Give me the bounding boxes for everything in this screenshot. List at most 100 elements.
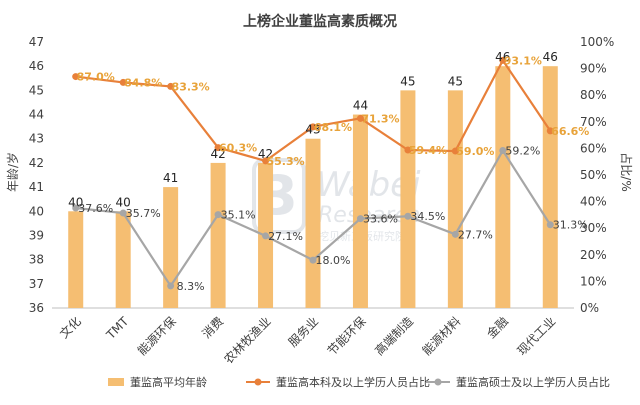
left-tick-label: 46 [29, 59, 44, 73]
bachelor-value-label: 59.0% [456, 145, 494, 158]
bar [163, 187, 179, 308]
bar [68, 211, 84, 308]
right-tick-label: 50% [580, 168, 607, 182]
master-value-label: 33.6% [363, 213, 398, 226]
bar [352, 114, 368, 308]
bar-value-label: 44 [353, 99, 368, 113]
category-label: 现代工业 [515, 314, 559, 358]
bachelor-value-label: 83.3% [172, 80, 210, 93]
bachelor-value-label: 60.3% [219, 142, 257, 155]
right-tick-label: 20% [580, 248, 607, 262]
right-axis-label: 占比/% [619, 152, 634, 191]
bachelor-degree-point [167, 82, 175, 90]
master-value-label: 27.7% [458, 228, 493, 241]
master-degree-point [546, 221, 554, 229]
left-tick-label: 39 [29, 228, 44, 242]
master-degree-point [499, 147, 507, 155]
bachelor-value-label: 87.0% [77, 71, 115, 84]
left-tick-label: 43 [29, 132, 44, 146]
master-value-label: 37.6% [78, 202, 113, 215]
left-tick-label: 41 [29, 180, 44, 194]
category-label: TMT [103, 314, 132, 343]
bar-value-label: 40 [68, 195, 83, 209]
bachelor-degree-point [499, 56, 507, 64]
right-tick-label: 80% [580, 88, 607, 102]
bachelor-degree-point [214, 144, 222, 152]
bachelor-value-label: 84.8% [124, 76, 162, 89]
bar-value-label: 46 [543, 50, 558, 64]
bar-value-label: 41 [163, 171, 178, 185]
category-label: 文化 [56, 314, 84, 342]
bachelor-degree-point [451, 147, 459, 155]
bar-value-label: 45 [448, 74, 463, 88]
chart-title: 上榜企业董监高素质概况 [243, 13, 397, 30]
left-tick-label: 42 [29, 156, 44, 170]
master-value-label: 59.2% [505, 145, 540, 158]
left-tick-label: 36 [29, 301, 44, 315]
left-tick-label: 47 [29, 35, 44, 49]
bar-value-label: 45 [400, 74, 415, 88]
category-label: 金融 [483, 314, 511, 342]
bar [400, 90, 416, 308]
master-value-label: 8.3% [177, 280, 205, 293]
line-series [72, 56, 554, 290]
left-axis-ticks: 36 37 38 39 40 41 42 43 44 45 46 47 [29, 35, 44, 315]
bar-value-label: 40 [116, 195, 131, 209]
right-tick-label: 70% [580, 115, 607, 129]
bachelor-degree-point [546, 127, 554, 135]
master-value-label: 35.1% [221, 209, 256, 222]
legend-master-marker [434, 378, 442, 386]
master-value-label: 27.1% [268, 230, 303, 243]
bar [305, 138, 321, 308]
legend-bar-swatch [108, 378, 124, 386]
category-label: 节能环保 [325, 314, 369, 358]
bar-series-age [68, 66, 558, 308]
master-degree-point [214, 211, 222, 219]
right-tick-label: 30% [580, 221, 607, 235]
bar-value-label: 42 [210, 147, 225, 161]
category-label: 能源材料 [420, 314, 464, 358]
bar [115, 211, 131, 308]
category-label: 消费 [199, 314, 226, 341]
category-label: 服务业 [285, 314, 321, 350]
left-tick-label: 45 [29, 83, 44, 97]
legend: 董监高平均年龄 董监高本科及以上学历人员占比 董监高硕士及以上学历人员占比 [108, 375, 610, 389]
master-value-label: 34.5% [410, 210, 445, 223]
bar [447, 90, 463, 308]
bachelor-degree-point [262, 157, 270, 165]
bar [495, 66, 511, 308]
bar-value-label: 42 [258, 147, 273, 161]
bar [210, 162, 226, 308]
legend-bar-label: 董监高平均年龄 [130, 375, 207, 389]
bachelor-value-label: 93.1% [504, 54, 542, 67]
left-tick-label: 37 [29, 277, 44, 291]
bar-value-label: 46 [495, 50, 510, 64]
bachelor-degree-point [309, 123, 317, 131]
master-degree-point [262, 232, 270, 240]
master-degree-point [72, 204, 80, 212]
master-degree-point [119, 209, 127, 217]
master-value-label: 31.3% [553, 219, 588, 232]
legend-bachelor-marker [254, 378, 262, 386]
left-axis-label: 年龄/岁 [5, 152, 20, 192]
right-tick-label: 90% [580, 62, 607, 76]
master-degree-point [167, 282, 175, 290]
bachelor-degree-point [404, 146, 412, 154]
master-value-label: 35.7% [126, 207, 161, 220]
bachelor-value-label: 66.6% [551, 125, 589, 138]
bachelor-degree-point [72, 73, 80, 81]
left-tick-label: 38 [29, 253, 44, 267]
data-labels: 40 40 41 42 42 43 44 45 45 46 46 87.0% 84.8% 83.3% 60.… [68, 50, 589, 293]
bachelor-value-label: 55.3% [266, 155, 304, 168]
master-degree-point [404, 212, 412, 220]
master-degree-point [356, 215, 364, 223]
bar [542, 66, 558, 308]
bachelor-degree-point [356, 114, 364, 122]
legend-master-label: 董监高硕士及以上学历人员占比 [456, 375, 610, 389]
left-tick-label: 40 [29, 204, 44, 218]
legend-bachelor-label: 董监高本科及以上学历人员占比 [276, 375, 430, 389]
right-tick-label: 100% [580, 35, 614, 49]
bachelor-value-label: 71.3% [361, 112, 399, 125]
